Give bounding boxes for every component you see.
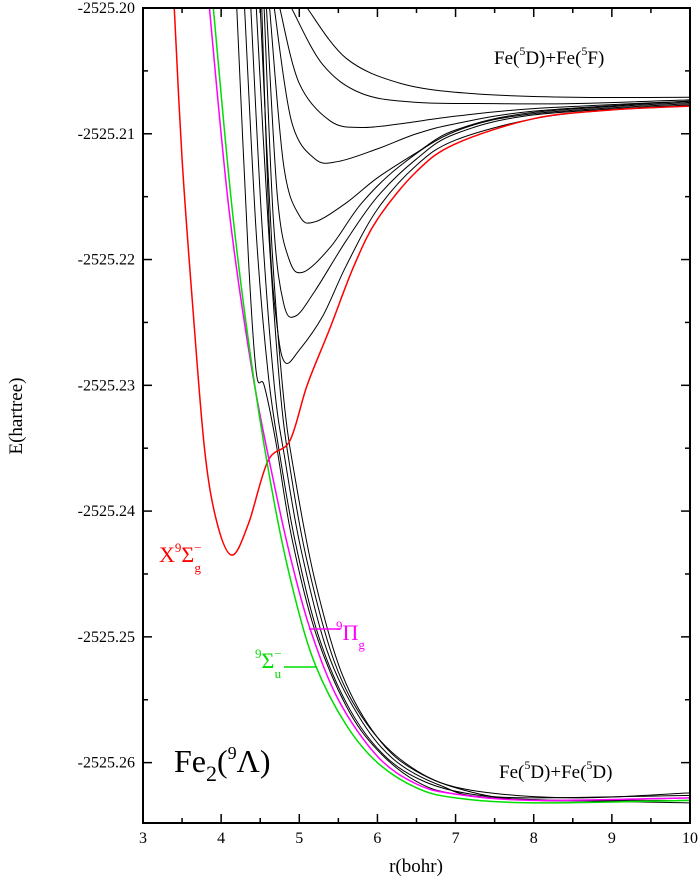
y-tick-label: -2525.21: [78, 126, 135, 143]
black-state-curve: [261, 8, 690, 364]
pi-state-label: 9Πg: [336, 618, 365, 652]
y-tick-label: -2525.22: [78, 252, 135, 269]
green-state-curve: [212, 8, 690, 804]
lower-asymptote-label: Fe(5D)+Fe(5D): [499, 758, 612, 783]
x-tick-label: 4: [217, 830, 225, 847]
black-state-curve: [265, 8, 690, 274]
y-tick-label: -2525.23: [78, 377, 135, 394]
molecule-label: Fe2(9Λ): [174, 743, 271, 786]
x-tick-label: 8: [530, 830, 538, 847]
ticks-layer: 3 4 5 6 7 8 9 10 -2525.20 -2525.21 -2525.22 -2525.2…: [78, 0, 698, 847]
curves-layer: [173, 8, 690, 804]
y-axis-label: E(hartree): [6, 378, 27, 455]
upper-asymptote-label: Fe(5D)+Fe(5F): [494, 44, 604, 69]
black-state-curve: [263, 8, 690, 318]
black-state-curve: [259, 8, 690, 799]
black-state-curve: [306, 8, 690, 99]
black-state-curve: [255, 8, 690, 802]
x-tick-label: 3: [139, 830, 147, 847]
x-tick-label: 6: [373, 830, 381, 847]
x-tick-label: 5: [295, 830, 303, 847]
black-state-curve: [273, 8, 690, 164]
sigma-u-state-label: 9Σ− u: [255, 646, 282, 681]
x-tick-label: 9: [608, 830, 616, 847]
x-tick-label: 10: [682, 830, 698, 847]
black-state-curve: [250, 8, 690, 804]
y-tick-label: -2525.25: [78, 629, 135, 646]
black-state-curve: [244, 8, 690, 799]
y-tick-label: -2525.26: [78, 755, 135, 772]
x-axis-label: r(bohr): [389, 856, 443, 877]
ground-state-label: X9Σ− g: [159, 540, 202, 575]
black-state-curve: [269, 8, 690, 224]
black-state-curve: [291, 8, 690, 105]
red-state-curve: [173, 8, 690, 556]
y-tick-label: -2525.24: [78, 503, 135, 520]
black-state-curve: [279, 8, 690, 129]
y-tick-label: -2525.20: [78, 0, 135, 17]
x-tick-label: 7: [452, 830, 460, 847]
